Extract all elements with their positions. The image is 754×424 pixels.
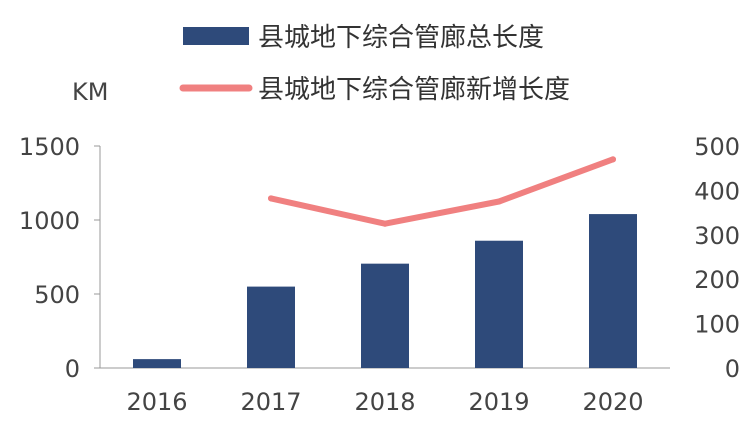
x-ticks: 2016 2017 2018 2019 2020 xyxy=(126,388,643,416)
x-tick-label: 2016 xyxy=(126,388,187,416)
y-left-ticks: 0 500 1000 1500 xyxy=(19,133,100,383)
line-point-2019 xyxy=(496,198,502,205)
y-right-tick-label: 300 xyxy=(694,222,740,250)
bar-2019 xyxy=(475,240,523,368)
bar-2016 xyxy=(133,359,181,368)
x-tick-label: 2017 xyxy=(240,388,301,416)
bar-2017 xyxy=(247,286,295,368)
x-tick-label: 2018 xyxy=(354,388,415,416)
y-right-tick-label: 400 xyxy=(694,177,740,205)
legend-line-label: 县城地下综合管廊新增长度 xyxy=(258,75,570,105)
y-right-tick-label: 0 xyxy=(725,355,740,383)
bar-series xyxy=(133,214,637,368)
y-left-tick-label: 1500 xyxy=(19,133,80,161)
y-left-tick-label: 0 xyxy=(65,355,80,383)
legend-bar-label: 县城地下综合管廊总长度 xyxy=(258,23,544,53)
legend-bar-swatch xyxy=(183,27,249,45)
y-right-tick-label: 500 xyxy=(694,133,740,161)
y-left-tick-label: 1000 xyxy=(19,207,80,235)
y-left-axis-label: KM xyxy=(72,78,108,106)
line-point-2018 xyxy=(382,220,388,227)
line-series xyxy=(268,156,616,227)
y-right-ticks: 0 100 200 300 400 500 xyxy=(694,133,740,383)
y-right-tick-label: 200 xyxy=(694,266,740,294)
line-path xyxy=(268,156,616,227)
bar-2020 xyxy=(589,214,637,368)
y-left-tick-label: 500 xyxy=(34,281,80,309)
bar-2018 xyxy=(361,263,409,368)
line-point-2017 xyxy=(268,195,274,202)
x-tick-label: 2020 xyxy=(582,388,643,416)
line-point-2020 xyxy=(610,156,616,163)
x-tick-label: 2019 xyxy=(468,388,529,416)
legend: 县城地下综合管廊总长度 县城地下综合管廊新增长度 xyxy=(179,23,570,105)
y-right-tick-label: 100 xyxy=(694,311,740,339)
